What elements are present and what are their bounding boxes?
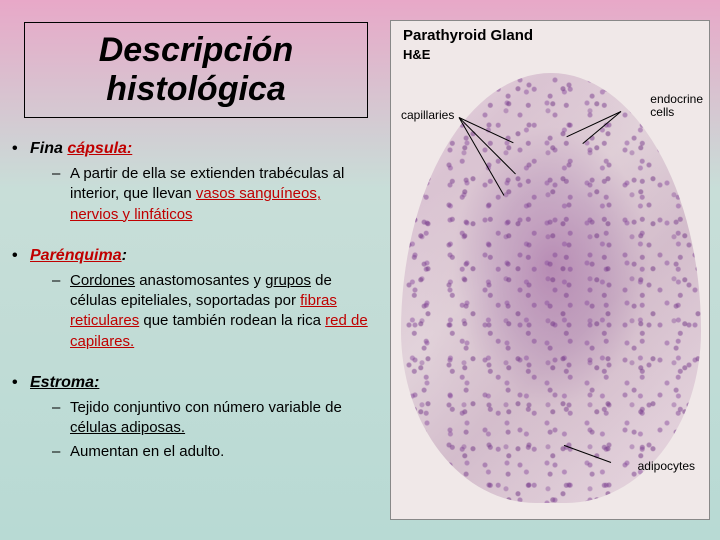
section-heading: •Fina cápsula: xyxy=(12,140,372,158)
sub-bullet: –A partir de ella se extienden trabécula… xyxy=(52,164,372,225)
heading-text: Fina cápsula: xyxy=(30,140,132,158)
sub-text: Tejido conjuntivo con número variable de… xyxy=(70,398,372,439)
bullet-icon: • xyxy=(12,247,30,265)
dash-icon: – xyxy=(52,442,70,462)
histology-image xyxy=(401,73,701,503)
histology-figure: Parathyroid Gland H&E capillaries endocr… xyxy=(390,20,710,520)
sub-bullet: –Tejido conjuntivo con número variable d… xyxy=(52,398,372,439)
dash-icon: – xyxy=(52,398,70,439)
label-endocrine: endocrinecells xyxy=(650,93,703,119)
section: •Estroma: –Tejido conjuntivo con número v… xyxy=(12,374,372,463)
figure-title: Parathyroid Gland xyxy=(403,27,533,44)
heading-text: Parénquima: xyxy=(30,247,127,265)
sub-bullet: –Cordones anastomosantes y grupos de cél… xyxy=(52,271,372,352)
sub-text: Cordones anastomosantes y grupos de célu… xyxy=(70,271,372,352)
label-adipocytes: adipocytes xyxy=(638,460,695,473)
figure-subtitle: H&E xyxy=(403,47,430,62)
section-heading: •Estroma: xyxy=(12,374,372,392)
title-box: Descripción histológica xyxy=(24,22,368,118)
histology-texture xyxy=(401,73,701,503)
dash-icon: – xyxy=(52,164,70,225)
content-area: •Fina cápsula:–A partir de ella se extie… xyxy=(12,140,372,485)
sub-text: Aumentan en el adulto. xyxy=(70,442,372,462)
slide-title: Descripción histológica xyxy=(25,31,367,109)
sub-bullet: –Aumentan en el adulto. xyxy=(52,442,372,462)
label-capillaries: capillaries xyxy=(401,109,454,122)
section: •Parénquima: –Cordones anastomosantes y g… xyxy=(12,247,372,352)
dash-icon: – xyxy=(52,271,70,352)
heading-text: Estroma: xyxy=(30,374,99,392)
section: •Fina cápsula: –A partir de ella se extie… xyxy=(12,140,372,225)
sub-text: A partir de ella se extienden trabéculas… xyxy=(70,164,372,225)
bullet-icon: • xyxy=(12,140,30,158)
bullet-icon: • xyxy=(12,374,30,392)
section-heading: •Parénquima: xyxy=(12,247,372,265)
